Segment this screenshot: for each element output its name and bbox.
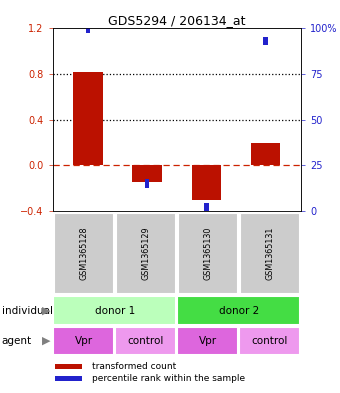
Bar xyxy=(73,72,103,165)
Bar xyxy=(239,327,300,355)
Text: GSM1365128: GSM1365128 xyxy=(79,226,88,280)
Text: control: control xyxy=(252,336,288,346)
Bar xyxy=(133,165,162,182)
Text: ▶: ▶ xyxy=(42,336,50,346)
Bar xyxy=(55,376,82,381)
Text: control: control xyxy=(128,336,164,346)
Bar xyxy=(177,327,238,355)
Bar xyxy=(251,143,280,165)
Bar xyxy=(116,213,175,294)
Bar xyxy=(86,24,90,33)
Bar xyxy=(54,213,114,294)
Text: donor 2: donor 2 xyxy=(219,306,259,316)
Bar xyxy=(204,203,209,212)
Text: percentile rank within the sample: percentile rank within the sample xyxy=(92,374,245,383)
Bar xyxy=(177,296,300,325)
Bar xyxy=(178,213,238,294)
Bar xyxy=(53,327,114,355)
Text: Vpr: Vpr xyxy=(75,336,93,346)
Bar xyxy=(263,37,268,46)
Text: ▶: ▶ xyxy=(42,306,50,316)
Bar xyxy=(240,213,300,294)
Bar xyxy=(53,296,176,325)
Text: GSM1365129: GSM1365129 xyxy=(141,226,150,280)
Bar xyxy=(115,327,176,355)
Bar xyxy=(145,179,150,188)
Bar xyxy=(191,165,221,200)
Text: donor 1: donor 1 xyxy=(95,306,135,316)
Text: Vpr: Vpr xyxy=(199,336,217,346)
Text: individual: individual xyxy=(2,306,53,316)
Text: GSM1365130: GSM1365130 xyxy=(203,227,212,280)
Text: transformed count: transformed count xyxy=(92,362,176,371)
Bar xyxy=(55,364,82,369)
Title: GDS5294 / 206134_at: GDS5294 / 206134_at xyxy=(108,14,245,27)
Text: GSM1365131: GSM1365131 xyxy=(266,227,274,280)
Text: agent: agent xyxy=(2,336,32,346)
